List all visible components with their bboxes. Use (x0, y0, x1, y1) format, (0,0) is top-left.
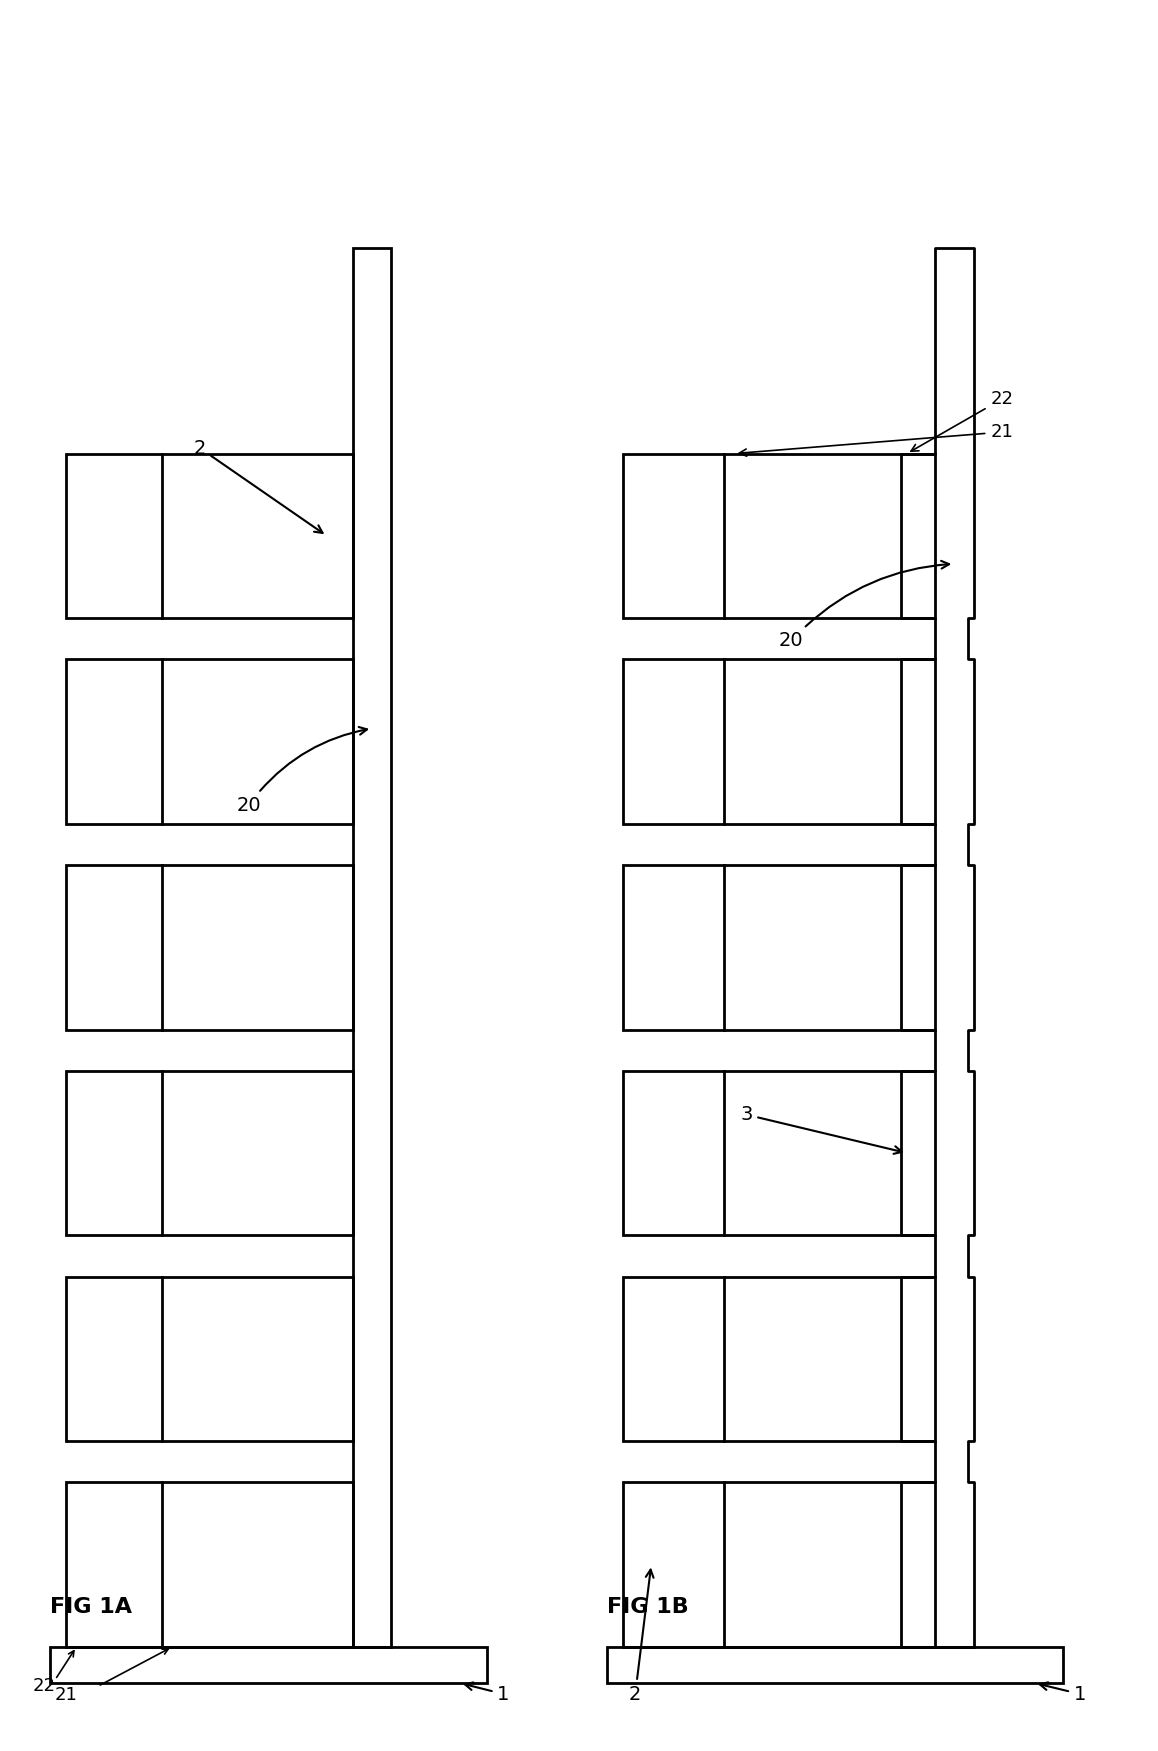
Text: 1: 1 (464, 1683, 510, 1704)
Text: 20: 20 (779, 560, 950, 650)
Text: 1: 1 (1040, 1683, 1086, 1704)
Text: 20: 20 (236, 727, 367, 814)
Bar (607, 1648, 1063, 1683)
Bar (66, 1483, 353, 1648)
Bar (50, 1648, 486, 1683)
Bar (623, 660, 935, 825)
Bar (623, 1072, 935, 1236)
Bar (623, 865, 935, 1030)
Bar (66, 1072, 353, 1236)
Bar (66, 865, 353, 1030)
Bar (66, 1276, 353, 1441)
Bar (623, 1483, 935, 1648)
Text: 2: 2 (193, 438, 323, 532)
Text: 21: 21 (739, 424, 1013, 457)
Bar (66, 660, 353, 825)
Bar (623, 454, 935, 618)
Bar (353, 249, 390, 1648)
Bar (623, 1276, 935, 1441)
Bar (66, 454, 353, 618)
Text: 22: 22 (911, 390, 1013, 452)
Text: FIG 1B: FIG 1B (607, 1597, 689, 1618)
Text: 3: 3 (740, 1105, 902, 1154)
Text: FIG 1A: FIG 1A (50, 1597, 132, 1618)
Text: 21: 21 (54, 1686, 78, 1704)
Text: 22: 22 (32, 1677, 56, 1695)
Text: 2: 2 (629, 1569, 653, 1704)
